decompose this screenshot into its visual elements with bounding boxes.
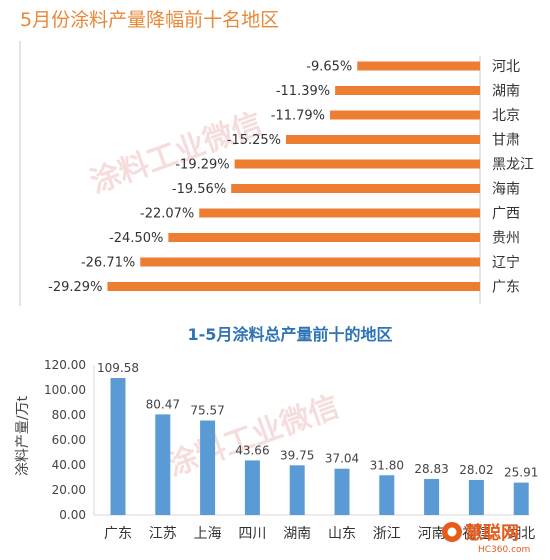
chart1-category-label: 湖南 xyxy=(492,84,520,100)
chart2-y-axis-label: 涂料产量/万t xyxy=(15,395,31,476)
chart2-category-label: 广东 xyxy=(104,526,132,542)
chart1-bar xyxy=(140,257,481,267)
logo-name: 慧聪网 xyxy=(465,522,519,544)
chart2-bar xyxy=(513,482,529,515)
chart1-bar xyxy=(330,110,480,120)
chart1-category-label: 北京 xyxy=(492,108,520,124)
chart1-bar xyxy=(107,282,480,291)
chart2-data-label: 43.66 xyxy=(235,443,269,457)
chart2-data-label: 75.57 xyxy=(190,404,224,418)
chart1-data-label: -26.71% xyxy=(81,256,135,271)
chart2-data-label: 31.80 xyxy=(370,458,404,472)
chart2-category-label: 福建 xyxy=(462,526,490,542)
chart2-bar xyxy=(155,414,171,515)
chart2-y-tick-label: 40.00 xyxy=(52,458,86,472)
chart2-bar xyxy=(244,460,260,515)
chart2-data-label: 109.58 xyxy=(97,361,139,375)
chart2-category-label: 浙江 xyxy=(373,526,401,542)
chart1-bar xyxy=(335,86,480,95)
chart1-bar xyxy=(234,159,480,169)
chart1-bar xyxy=(168,233,481,242)
chart2-data-label: 80.47 xyxy=(146,397,180,411)
chart2-category-label: 江苏 xyxy=(149,526,177,542)
chart2-bar xyxy=(379,475,395,515)
chart2-bar xyxy=(424,478,440,515)
chart2-bar xyxy=(200,420,216,515)
chart2-y-tick-label: 80.00 xyxy=(52,408,86,422)
chart2-data-label: 28.02 xyxy=(459,463,493,477)
chart2-data-label: 28.83 xyxy=(414,462,448,476)
chart1-title: 5月份涂料产量降幅前十名地区 xyxy=(20,9,279,31)
chart1-data-label: -9.65% xyxy=(306,60,352,75)
chart1-data-label: -29.29% xyxy=(48,280,102,295)
chart2-category-label: 湖南 xyxy=(283,526,311,542)
chart1-bar xyxy=(357,61,480,71)
logo-url: HC360.com xyxy=(478,545,530,555)
hc360-logo-icon: 慧聪网 HC360.com xyxy=(442,522,530,555)
chart1-category-label: 黑龙江 xyxy=(492,157,534,173)
chart1-category-label: 贵州 xyxy=(492,231,520,247)
chart2-title: 1-5月涂料总产量前十的地区 xyxy=(188,325,393,344)
chart1-data-label: -15.25% xyxy=(227,133,281,148)
chart2-data-label: 37.04 xyxy=(325,452,359,466)
chart2-bar xyxy=(334,468,350,515)
chart2-y-tick-label: 20.00 xyxy=(52,483,86,497)
chart2-bar xyxy=(468,479,484,515)
chart1-category-label: 海南 xyxy=(492,182,520,198)
chart1-data-label: -22.07% xyxy=(140,207,194,222)
chart2-category-label: 上海 xyxy=(194,526,222,542)
chart2-y-tick-label: 60.00 xyxy=(52,433,86,447)
chart2-y-tick-label: 0.00 xyxy=(59,508,86,522)
chart2-y-tick-label: 120.00 xyxy=(44,358,86,372)
chart1-category-label: 河北 xyxy=(492,59,520,75)
chart1-data-label: -19.29% xyxy=(175,158,229,173)
chart2-y-tick-label: 100.00 xyxy=(44,383,86,397)
chart1-bar xyxy=(199,208,480,218)
chart1-category-label: 辽宁 xyxy=(492,254,520,271)
chart2-category-label: 山东 xyxy=(328,526,356,542)
chart1-data-label: -11.39% xyxy=(276,84,330,99)
chart1-data-label: -19.56% xyxy=(172,182,226,197)
chart1-bar xyxy=(231,184,480,193)
chart1-bar xyxy=(286,135,480,144)
chart2-data-label: 39.75 xyxy=(280,448,314,462)
total-production-chart: 1-5月涂料总产量前十的地区 涂料产量/万t 涂料工业微信 0.0020.004… xyxy=(15,325,538,555)
chart2-category-label: 四川 xyxy=(238,526,266,542)
chart1-data-label: -24.50% xyxy=(109,231,163,246)
chart2-bar xyxy=(289,465,305,515)
chart1-category-label: 广西 xyxy=(492,206,520,222)
chart2-bar xyxy=(110,378,126,515)
chart1-data-label: -11.79% xyxy=(271,109,325,124)
chart2-data-label: 25.91 xyxy=(504,466,538,480)
chart2-category-label: 湖北 xyxy=(507,526,535,542)
chart1-category-label: 广东 xyxy=(492,280,520,296)
decline-chart: 5月份涂料产量降幅前十名地区 涂料工业微信 -9.65% 河北-11.39% 湖南-… xyxy=(19,9,534,306)
chart1-category-label: 甘肃 xyxy=(492,133,520,149)
chart2-category-label: 河南 xyxy=(418,526,446,542)
